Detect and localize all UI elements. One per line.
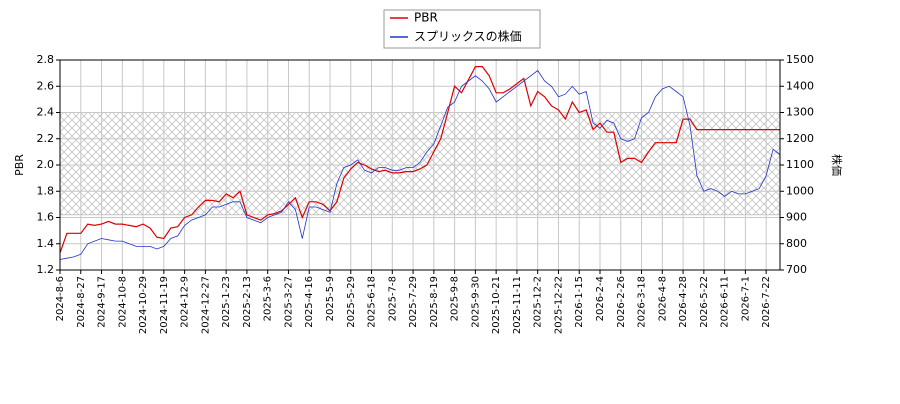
y2-tick-label: 700 (786, 263, 807, 276)
x-tick-label: 2025-1-23 (221, 276, 232, 328)
y-tick-label: 1.6 (37, 211, 55, 224)
x-tick-label: 2024-8-27 (76, 276, 87, 328)
y2-tick-label: 1000 (786, 184, 814, 197)
x-tick-label: 2026-4-8 (657, 276, 668, 321)
x-tick-label: 2025-3-6 (263, 276, 274, 321)
x-tick-label: 2025-5-9 (325, 276, 336, 321)
x-tick-label: 2024-10-29 (138, 276, 149, 334)
x-tick-label: 2026-3-18 (637, 276, 648, 328)
x-tick-label: 2026-2-4 (595, 276, 606, 321)
x-tick-label: 2026-2-26 (616, 276, 627, 328)
x-tick-label: 2025-2-13 (242, 276, 253, 328)
y2-axis-label: 株価 (830, 154, 844, 176)
x-tick-label: 2025-7-29 (408, 276, 419, 328)
series-line (59, 66, 780, 254)
x-tick-label: 2025-10-21 (491, 276, 502, 334)
x-tick-label: 2026-7-1 (740, 276, 751, 321)
legend-label: PBR (414, 11, 438, 25)
band (59, 112, 781, 216)
y2-tick-label: 900 (786, 211, 807, 224)
x-tick-label: 2025-12-22 (553, 276, 564, 334)
x-tick-label: 2025-4-16 (304, 276, 315, 328)
y-tick-label: 1.4 (37, 237, 55, 250)
x-tick-label: 2024-8-6 (55, 276, 66, 321)
y-tick-label: 2.6 (37, 79, 55, 92)
y2-tick-label: 1400 (786, 79, 814, 92)
x-tick-label: 2025-3-27 (283, 276, 294, 328)
y-tick-label: 2.2 (37, 132, 55, 145)
x-tick-label: 2025-11-11 (512, 276, 523, 334)
x-tick-label: 2025-9-8 (450, 276, 461, 321)
x-tick-label: 2026-4-28 (678, 276, 689, 328)
y-axis-label: PBR (13, 154, 26, 176)
x-tick-label: 2025-6-18 (367, 276, 378, 328)
x-tick-label: 2024-11-19 (159, 276, 170, 334)
x-tick-label: 2024-12-9 (180, 276, 191, 328)
y-tick-label: 1.8 (37, 184, 55, 197)
x-tick-label: 2026-6-11 (720, 276, 731, 328)
x-tick-label: 2025-9-30 (470, 276, 481, 328)
x-tick-label: 2024-9-17 (97, 276, 108, 328)
x-tick-label: 2025-12-2 (533, 276, 544, 328)
series-line (59, 69, 781, 260)
y-tick-label: 1.2 (37, 263, 55, 276)
legend-box (383, 9, 541, 49)
y2-tick-label: 1500 (786, 53, 814, 66)
y-tick-label: 2.8 (37, 53, 55, 66)
y2-tick-label: 1200 (786, 132, 814, 145)
x-tick-label: 2026-1-15 (574, 276, 585, 328)
x-tick-label: 2024-10-8 (117, 276, 128, 328)
x-tick-label: 2025-5-29 (346, 276, 357, 328)
y-tick-label: 2.4 (37, 106, 55, 119)
x-tick-label: 2026-5-22 (699, 276, 710, 328)
x-tick-label: 2024-12-27 (200, 276, 211, 334)
legend-label: スプリックスの株価 (414, 29, 522, 44)
x-tick-label: 2026-7-22 (761, 276, 772, 328)
x-tick-label: 2025-8-19 (429, 276, 440, 328)
y2-tick-label: 1300 (786, 106, 814, 119)
y2-tick-label: 800 (786, 237, 807, 250)
y2-tick-label: 1100 (786, 158, 814, 171)
y-tick-label: 2.0 (37, 158, 55, 171)
x-tick-label: 2025-7-8 (387, 276, 398, 321)
